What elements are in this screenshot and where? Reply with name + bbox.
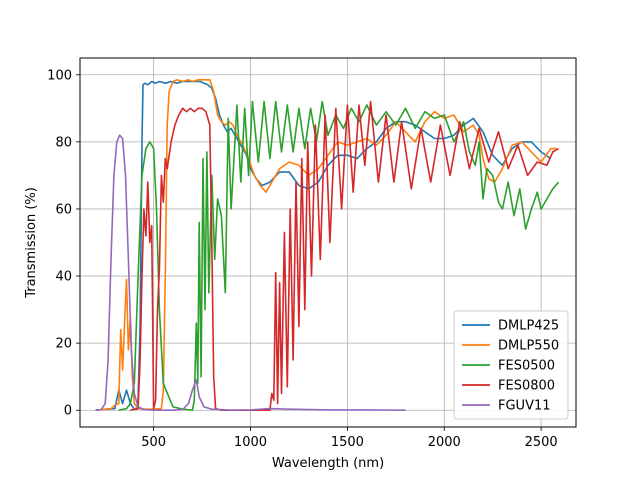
lines-layer — [95, 79, 560, 411]
series-line-fguv11 — [95, 134, 406, 411]
y-tick-label: 100 — [47, 68, 72, 83]
legend-label: DMLP425 — [498, 319, 559, 334]
ticks-layer: 500 1000 1500 2000 2500 0 20 40 60 80 100 — [47, 68, 558, 450]
legend-label: FGUV11 — [498, 399, 551, 414]
series-line-fes0800 — [130, 100, 559, 411]
x-tick-label: 2000 — [428, 435, 461, 450]
legend-label: DMLP550 — [498, 339, 559, 354]
x-tick-label: 500 — [141, 435, 166, 450]
series-line-fes0500 — [118, 100, 560, 411]
y-tick-label: 20 — [55, 337, 72, 352]
axes-frame — [79, 57, 577, 428]
x-tick-label: 1000 — [234, 435, 267, 450]
legend-label: FES0500 — [498, 359, 555, 374]
y-tick-label: 40 — [55, 270, 72, 285]
y-tick-label: 80 — [55, 135, 72, 150]
legend-label: FES0800 — [498, 379, 555, 394]
x-tick-label: 2500 — [525, 435, 558, 450]
legend: DMLP425 DMLP550 FES0500 FES0800 FGUV11 — [453, 310, 569, 420]
x-tick-label: 1500 — [331, 435, 364, 450]
x-axis-label: Wavelength (nm) — [272, 456, 384, 471]
series-line-dmlp425 — [95, 80, 552, 411]
y-axis-label: Transmission (%) — [24, 187, 39, 299]
y-tick-label: 0 — [64, 404, 72, 419]
y-tick-label: 60 — [55, 202, 72, 217]
legend-box — [453, 310, 569, 420]
